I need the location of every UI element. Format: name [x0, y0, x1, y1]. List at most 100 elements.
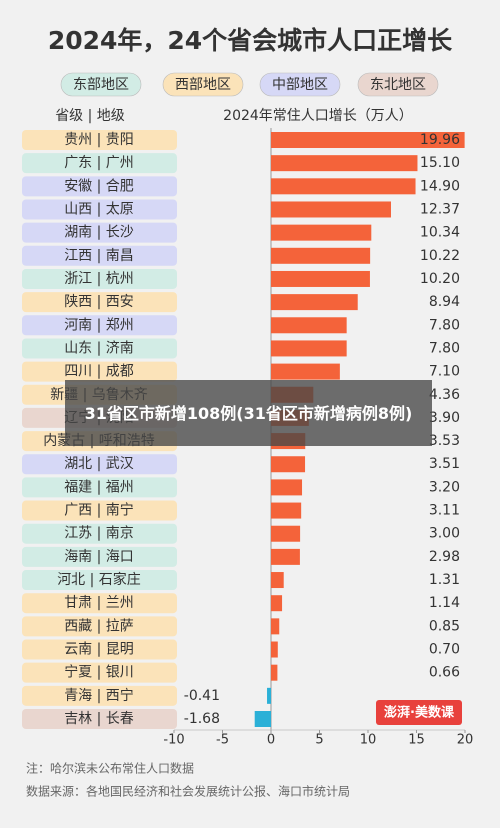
bar — [271, 294, 358, 311]
value-label: 19.96 — [420, 132, 460, 148]
value-label: 7.80 — [429, 317, 460, 333]
value-label: 7.80 — [429, 340, 460, 356]
category-box — [22, 222, 177, 243]
bar — [271, 340, 347, 357]
value-label: 10.22 — [420, 248, 460, 264]
category-box — [22, 153, 177, 174]
category-box — [22, 454, 177, 475]
source: 数据来源：各地国民经济和社会发展统计公报、海口市统计局 — [26, 784, 350, 799]
bar — [271, 595, 283, 612]
category-box — [22, 709, 177, 729]
value-label: 8.94 — [429, 294, 460, 310]
bar — [271, 525, 301, 542]
value-label: 15.10 — [420, 155, 460, 171]
x-axis-label: 2024年常住人口增长（万人） — [223, 108, 413, 124]
category-box — [22, 662, 177, 683]
y-tick-label: 安徽 | 合肥 — [64, 178, 134, 194]
category-box — [22, 315, 177, 336]
legend-label: 东部地区 — [73, 77, 129, 93]
chart-title: 2024年，24个省会城市人口正增长 — [48, 26, 453, 55]
y-tick-label: 宁夏 | 银川 — [64, 664, 134, 681]
overlay: 31省区市新增108例(31省区市新增病例8例) — [65, 380, 432, 446]
category-box — [22, 268, 177, 289]
note: 注：哈尔滨未公布常住人口数据 — [26, 761, 194, 776]
x-tick-label: 10 — [360, 733, 377, 748]
category-box — [22, 361, 177, 382]
y-tick-label: 贵州 | 贵阳 — [64, 132, 134, 148]
bar — [271, 363, 340, 380]
bar — [254, 711, 271, 727]
category-box — [22, 500, 177, 521]
category-box — [22, 130, 177, 150]
y-tick-label: 湖北 | 武汉 — [64, 456, 134, 472]
category-box — [22, 292, 177, 313]
legend-swatch — [259, 72, 341, 97]
value-label: 12.37 — [420, 201, 460, 217]
y-tick-label: 江苏 | 南京 — [64, 526, 134, 542]
y-tick-label: 浙江 | 杭州 — [64, 271, 134, 287]
y-tick-label: 西藏 | 拉萨 — [64, 618, 134, 634]
value-label: -0.41 — [184, 688, 220, 704]
category-box — [22, 523, 177, 544]
value-label: 3.20 — [429, 479, 460, 495]
legend-swatch — [162, 72, 244, 97]
bar — [271, 155, 418, 172]
y-tick-label: 海南 | 海口 — [64, 549, 134, 565]
bar — [271, 132, 465, 148]
value-label: 3.51 — [429, 456, 460, 472]
bar — [271, 317, 347, 334]
y-tick-label: 吉林 | 长春 — [64, 711, 134, 727]
value-label: 14.90 — [420, 178, 460, 194]
value-label: 1.14 — [429, 595, 460, 611]
bar — [271, 548, 300, 565]
x-tick-label: 5 — [315, 733, 323, 748]
category-box — [22, 570, 177, 591]
y-tick-label: 湖南 | 长沙 — [64, 225, 134, 241]
legend-label: 东北地区 — [370, 77, 426, 93]
category-box — [22, 593, 177, 614]
bar — [271, 479, 303, 496]
y-tick-label: 广东 | 广州 — [64, 155, 134, 171]
value-label: 4.36 — [429, 387, 460, 403]
value-label: 10.34 — [420, 225, 460, 241]
category-box — [22, 639, 177, 660]
legend-label: 中部地区 — [272, 77, 328, 93]
bar — [271, 270, 370, 287]
value-label: 10.20 — [420, 271, 460, 287]
bar — [271, 247, 371, 264]
y-tick-label: 山西 | 太原 — [64, 201, 134, 217]
legend-label: 西部地区 — [175, 77, 231, 93]
value-label: 3.00 — [429, 526, 460, 542]
bar — [271, 178, 416, 195]
x-tick-label: 20 — [457, 733, 474, 748]
y-tick-label: 甘肃 | 兰州 — [64, 595, 134, 611]
x-tick-label: 0 — [267, 733, 275, 748]
value-label: -1.68 — [184, 711, 220, 727]
value-label: 0.70 — [429, 642, 460, 658]
value-label: 0.66 — [429, 665, 460, 681]
y-tick-label: 福建 | 福州 — [64, 479, 134, 495]
bar — [271, 664, 278, 681]
category-box — [22, 477, 177, 498]
y-tick-label: 云南 | 昆明 — [64, 642, 134, 658]
bar — [271, 224, 372, 241]
x-tick-label: -10 — [163, 733, 184, 748]
x-tick-label: -5 — [216, 733, 229, 748]
y-tick-label: 山东 | 济南 — [64, 340, 134, 356]
category-box — [22, 338, 177, 359]
y-tick-label: 河南 | 郑州 — [64, 317, 134, 333]
y-tick-label: 河北 | 石家庄 — [57, 571, 141, 588]
logo-box — [376, 700, 462, 725]
value-label: 3.53 — [429, 433, 460, 449]
value-label: 0.85 — [429, 618, 460, 634]
bar — [267, 687, 271, 704]
category-box — [22, 616, 177, 637]
legend-swatch — [357, 72, 439, 97]
category-box — [22, 199, 177, 220]
bar — [271, 641, 278, 658]
y-axis-label: 省级 | 地级 — [55, 108, 125, 124]
category-box — [22, 685, 177, 706]
watermark: 澎湃·美数课 — [384, 705, 455, 721]
y-tick-label: 广西 | 南宁 — [64, 502, 134, 519]
